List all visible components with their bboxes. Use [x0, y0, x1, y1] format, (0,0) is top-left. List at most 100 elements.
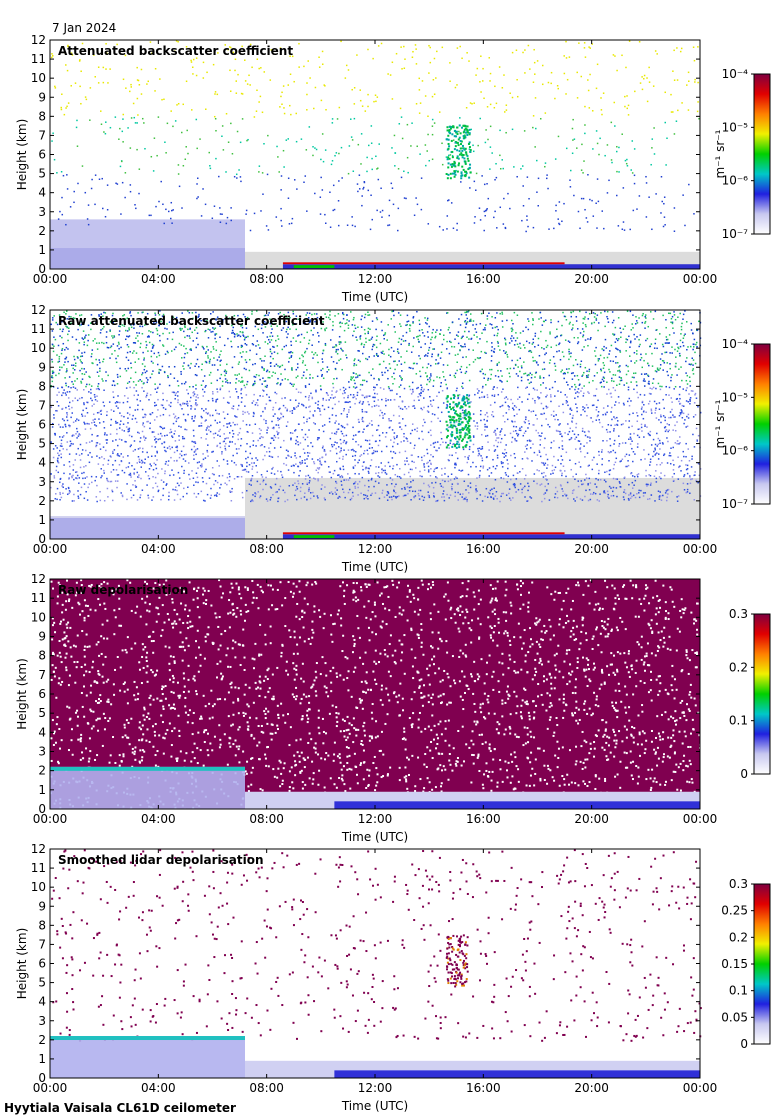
- colorbar-tick-label: 0.2: [729, 660, 748, 674]
- y-tick-label: 6: [38, 957, 46, 971]
- x-tick-label: 00:00: [683, 272, 718, 286]
- panel-title: Attenuated backscatter coefficient: [58, 44, 293, 58]
- panel-title: Raw attenuated backscatter coefficient: [58, 314, 325, 328]
- y-tick-label: 2: [38, 224, 46, 238]
- colorbar-tick-label: 0.3: [729, 607, 748, 621]
- x-tick-label: 16:00: [466, 272, 501, 286]
- surface-layer: [282, 264, 700, 269]
- colorbar-2: 10⁻⁷ 10⁻⁶ 10⁻⁵ 10⁻⁴ m⁻¹ sr⁻¹: [713, 337, 771, 511]
- y-tick-label: 0: [38, 532, 46, 546]
- colorbar-4: 0 0.05 0.1 0.15 0.2 0.25 0.3: [721, 877, 771, 1051]
- x-tick-label: 08:00: [249, 812, 284, 826]
- y-tick-label: 4: [38, 995, 46, 1009]
- colorbar-scale: [753, 73, 771, 235]
- colorbar-1: 10⁻⁷ 10⁻⁶ 10⁻⁵ 10⁻⁴ m⁻¹ sr⁻¹: [713, 67, 771, 241]
- y-tick-label: 10: [31, 610, 46, 624]
- y-tick-label: 11: [31, 861, 46, 875]
- colorbar-tick-label: 10⁻⁵: [722, 390, 749, 404]
- y-tick-label: 12: [31, 33, 46, 47]
- x-tick-label: 12:00: [358, 812, 393, 826]
- y-tick-label: 8: [38, 918, 46, 932]
- y-tick-label: 7: [38, 937, 46, 951]
- x-tick-label: 08:00: [249, 1081, 284, 1095]
- panel-title: Smoothed lidar depolarisation: [58, 853, 264, 867]
- date-label: 7 Jan 2024: [52, 21, 117, 35]
- x-tick-label: 16:00: [466, 542, 501, 556]
- y-tick-label: 2: [38, 494, 46, 508]
- y-axis-label: Height (km): [15, 119, 29, 190]
- y-tick-label: 9: [38, 899, 46, 913]
- y-axis-label: Height (km): [15, 389, 29, 460]
- x-axis-label: Time (UTC): [341, 830, 408, 844]
- y-tick-label: 3: [38, 475, 46, 489]
- surface-layer: [282, 534, 700, 539]
- y-tick-label: 9: [38, 360, 46, 374]
- y-tick-label: 3: [38, 745, 46, 759]
- y-tick-label: 11: [31, 322, 46, 336]
- y-tick-label: 12: [31, 842, 46, 856]
- y-tick-label: 6: [38, 687, 46, 701]
- boundary-layer-core: [50, 518, 245, 539]
- colorbar-scale: [753, 343, 771, 505]
- boundary-layer-core: [50, 248, 245, 269]
- x-tick-label: 00:00: [33, 1081, 68, 1095]
- colorbar-tick-label: 0.3: [729, 877, 748, 891]
- field-layer: [50, 579, 702, 811]
- x-tick-label: 04:00: [141, 542, 176, 556]
- surface-layer-top: [282, 262, 565, 265]
- colorbar-tick-label: 10⁻⁷: [722, 497, 749, 511]
- y-tick-label: 6: [38, 418, 46, 432]
- y-tick-label: 7: [38, 128, 46, 142]
- instrument-footer: Hyytiala Vaisala CL61D ceilometer: [4, 1101, 236, 1115]
- y-tick-label: 12: [31, 572, 46, 586]
- x-axis-label: Time (UTC): [341, 1099, 408, 1113]
- colorbar-tick-label: 0: [740, 767, 748, 781]
- fog-patch: [293, 265, 335, 269]
- y-tick-label: 4: [38, 186, 46, 200]
- x-tick-label: 20:00: [574, 1081, 609, 1095]
- x-tick-label: 20:00: [574, 272, 609, 286]
- colorbar-scale: [753, 883, 771, 1045]
- colorbar-tick-label: 0.25: [721, 904, 748, 918]
- y-tick-label: 9: [38, 90, 46, 104]
- y-tick-label: 8: [38, 379, 46, 393]
- colorbar-tick-label: 10⁻⁴: [722, 337, 749, 351]
- fog-patch: [293, 535, 335, 539]
- x-tick-label: 16:00: [466, 1081, 501, 1095]
- boundary-layer-top: [50, 766, 245, 771]
- y-tick-label: 5: [38, 167, 46, 181]
- colorbar-tick-label: 0.1: [729, 984, 748, 998]
- colorbar-tick-label: 0.05: [721, 1010, 748, 1024]
- x-tick-label: 12:00: [358, 1081, 393, 1095]
- y-axis-label: Height (km): [15, 928, 29, 999]
- y-tick-label: 5: [38, 437, 46, 451]
- x-tick-label: 04:00: [141, 1081, 176, 1095]
- y-tick-label: 10: [31, 341, 46, 355]
- y-tick-label: 11: [31, 591, 46, 605]
- y-tick-label: 10: [31, 71, 46, 85]
- colorbar-3: 0 0.1 0.2 0.3: [729, 607, 771, 781]
- panel-title: Raw depolarisation: [58, 583, 188, 597]
- y-tick-label: 3: [38, 1014, 46, 1028]
- y-axis-label: Height (km): [15, 658, 29, 729]
- x-tick-label: 00:00: [33, 812, 68, 826]
- y-tick-label: 0: [38, 262, 46, 276]
- x-tick-label: 08:00: [249, 542, 284, 556]
- y-tick-label: 0: [38, 1071, 46, 1085]
- colorbar-tick-label: 10⁻⁵: [722, 120, 749, 134]
- y-tick-label: 11: [31, 52, 46, 66]
- y-tick-label: 1: [38, 513, 46, 527]
- x-tick-label: 00:00: [683, 542, 718, 556]
- y-tick-label: 9: [38, 630, 46, 644]
- colorbar-label: m⁻¹ sr⁻¹: [713, 399, 727, 448]
- x-tick-label: 00:00: [33, 272, 68, 286]
- y-tick-label: 7: [38, 668, 46, 682]
- x-tick-label: 20:00: [574, 812, 609, 826]
- colorbar-tick-label: 10⁻⁴: [722, 67, 749, 81]
- surface-layer-top: [282, 532, 565, 535]
- colorbar-tick-label: 0: [740, 1037, 748, 1051]
